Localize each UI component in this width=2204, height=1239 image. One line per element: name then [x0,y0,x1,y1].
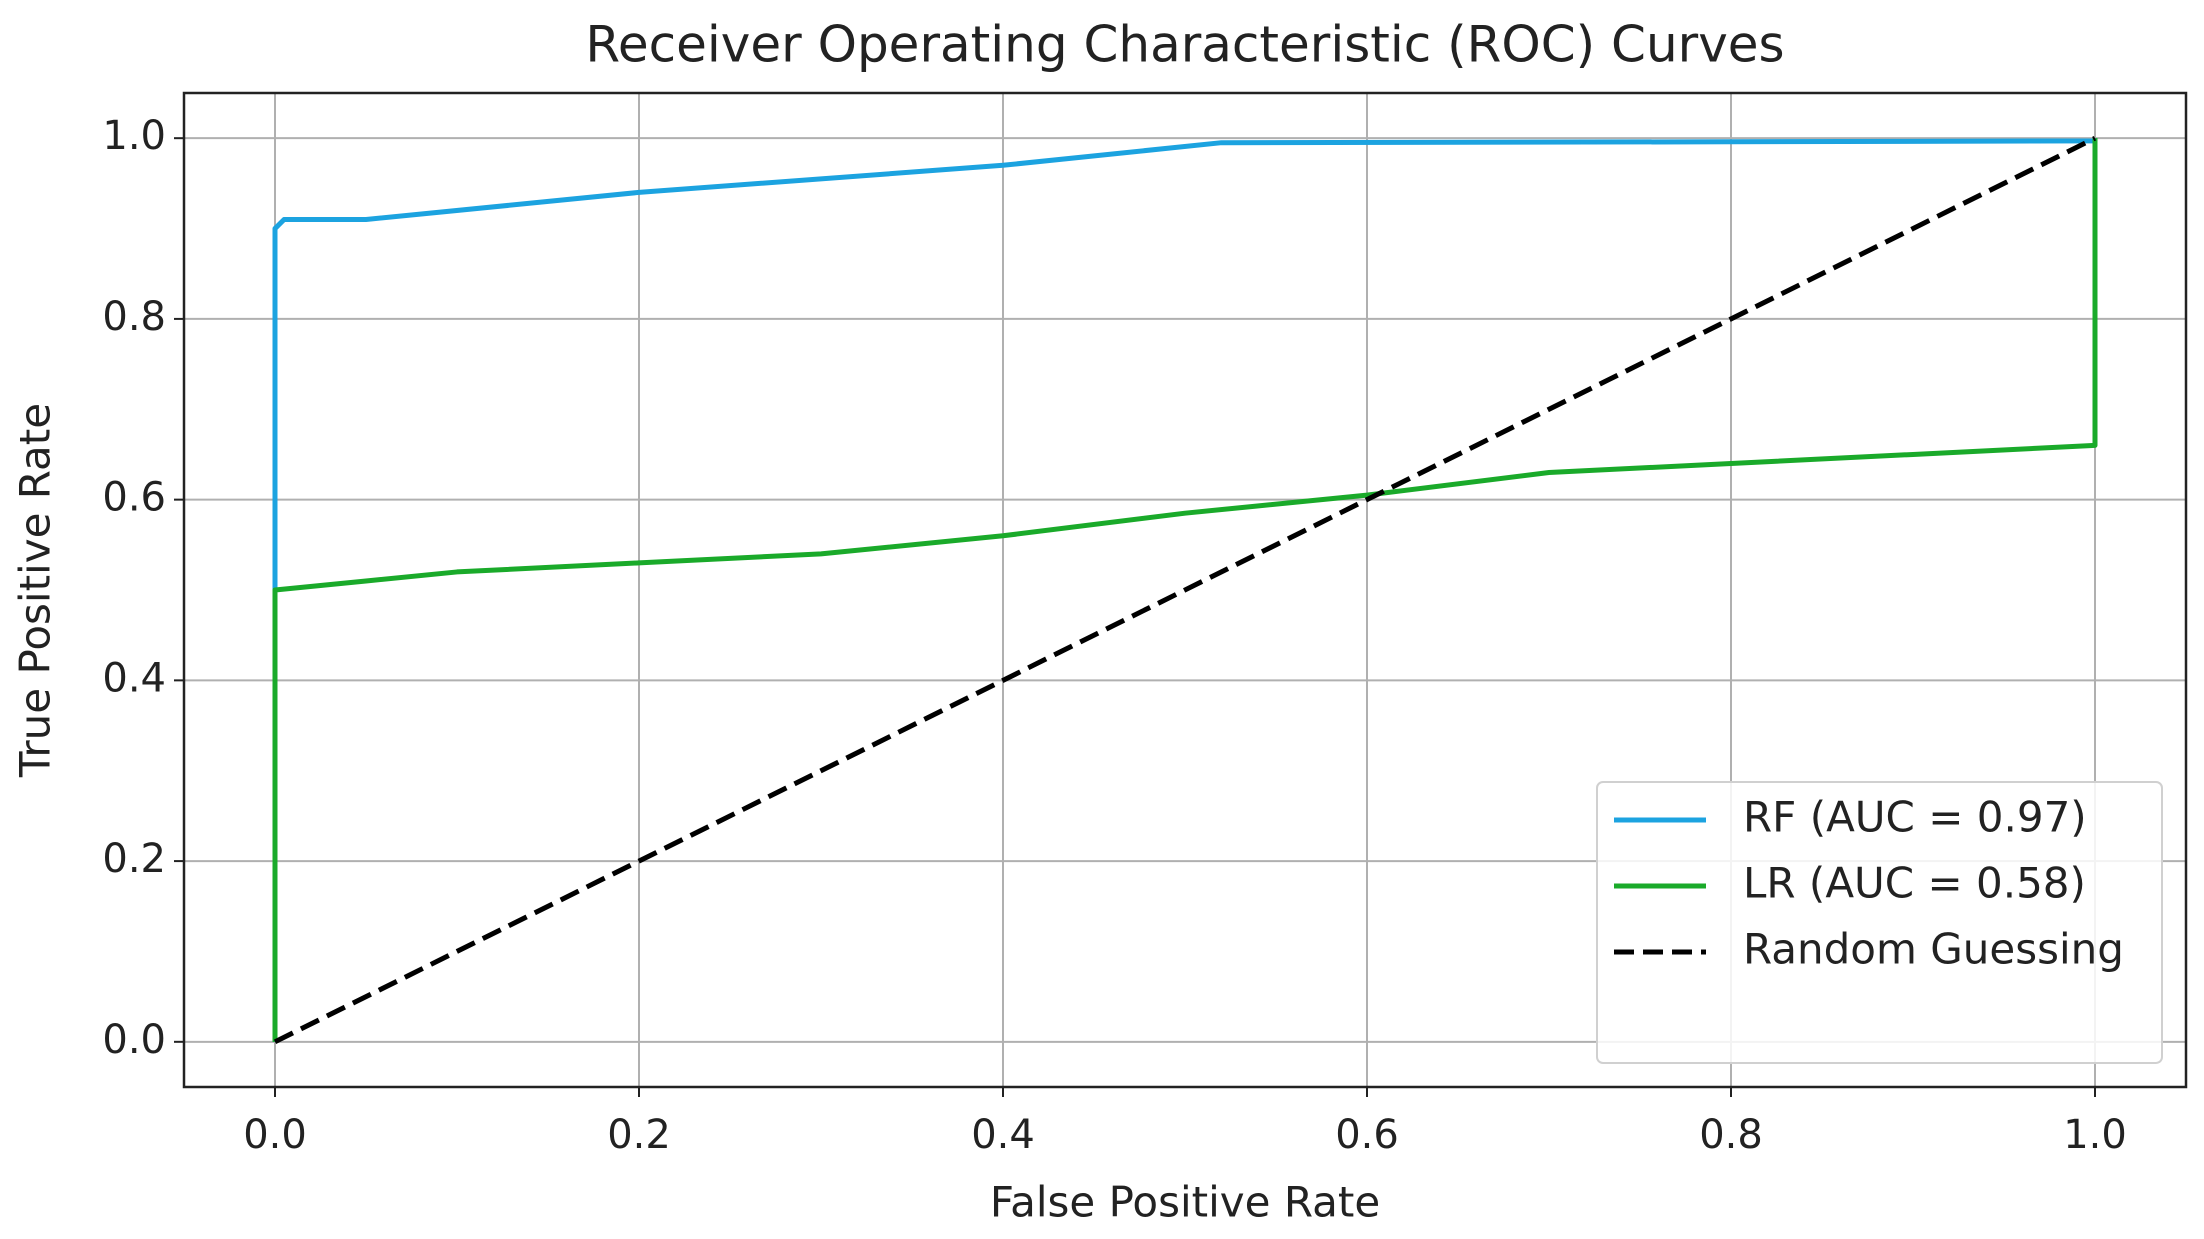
y-axis-label: True Positive Rate [11,403,60,778]
series-line [272,138,2098,1042]
x-axis-label: False Positive Rate [990,1178,1380,1227]
x-tick-label: 0.0 [243,1112,307,1158]
x-tick-label: 0.2 [607,1112,671,1158]
y-tick-label: 0.2 [102,836,166,882]
legend-label: LR (AUC = 0.58) [1743,859,2086,908]
legend-box [1596,781,2163,1064]
x-tick-label: 0.8 [1699,1112,1763,1158]
x-tick-label: 0.4 [971,1112,1035,1158]
legend-label: RF (AUC = 0.97) [1743,793,2087,842]
x-tick-label: 0.6 [1335,1112,1399,1158]
legend-label: Random Guessing [1743,925,2124,974]
plot-frame [182,91,2188,1089]
series-line [272,138,2098,1042]
y-tick-label: 0.6 [102,475,166,521]
y-tick-label: 0.0 [102,1017,166,1063]
y-tick-label: 1.0 [102,113,166,159]
chart-title: Receiver Operating Characteristic (ROC) … [585,16,1784,74]
series-line [273,135,2097,1045]
x-tick-label: 1.0 [2063,1112,2127,1158]
y-tick-label: 0.4 [102,655,166,701]
y-tick-label: 0.8 [102,294,166,340]
